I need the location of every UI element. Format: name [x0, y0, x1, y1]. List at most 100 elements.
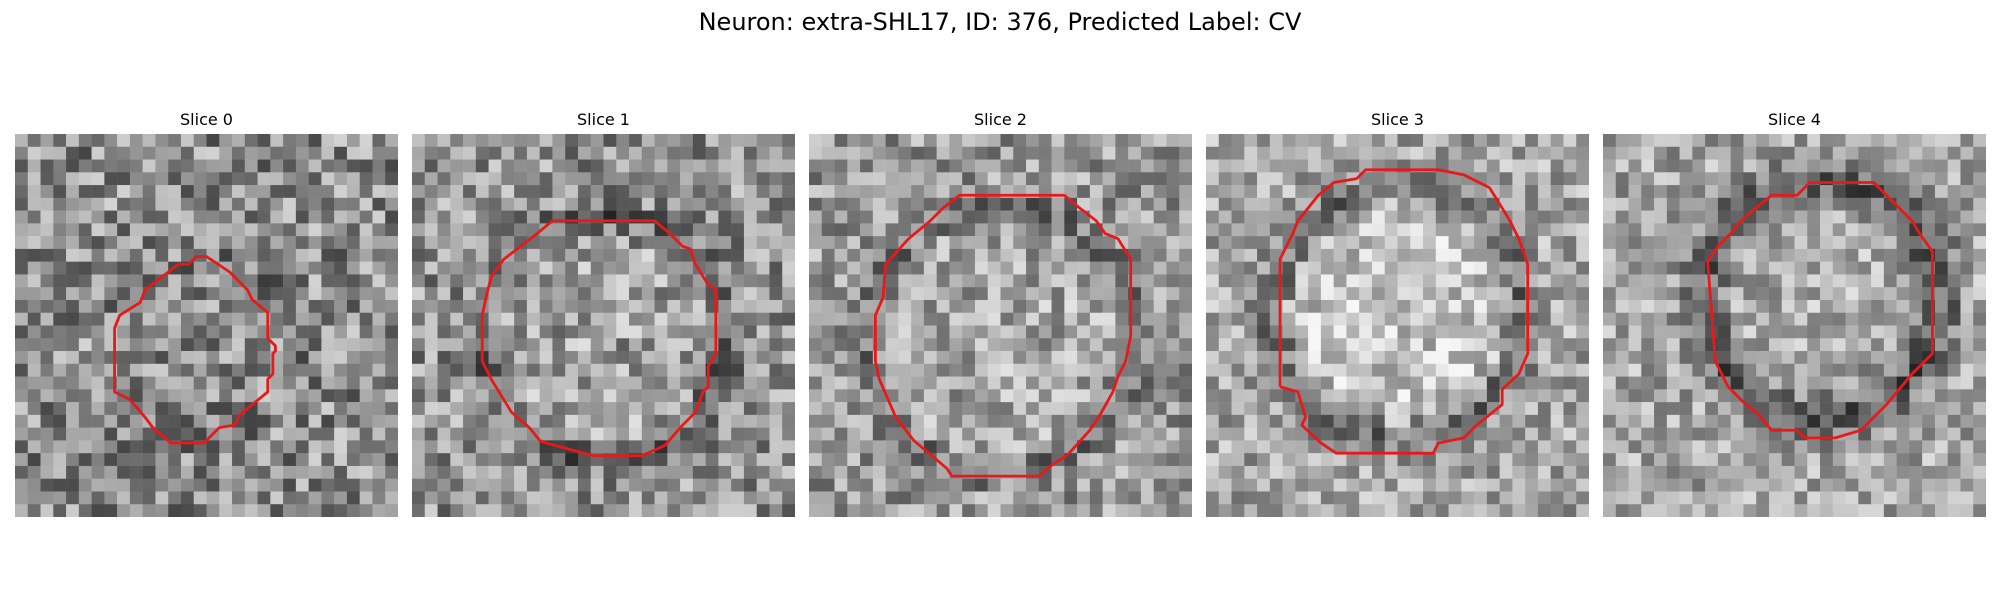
- micrograph-pixel: [206, 325, 220, 339]
- micrograph-pixel: [117, 172, 131, 186]
- micrograph-pixel: [385, 261, 398, 275]
- micrograph-pixel: [1692, 134, 1706, 148]
- micrograph-pixel: [1026, 299, 1040, 313]
- micrograph-pixel: [692, 453, 706, 467]
- micrograph-pixel: [1692, 465, 1706, 479]
- micrograph-pixel: [308, 414, 322, 428]
- micrograph-pixel: [1628, 351, 1642, 365]
- micrograph-pixel: [475, 376, 489, 390]
- micrograph-pixel: [501, 427, 515, 441]
- micrograph-pixel: [1499, 261, 1513, 275]
- micrograph-pixel: [1308, 338, 1322, 352]
- micrograph-pixel: [1206, 338, 1220, 352]
- micrograph-pixel: [488, 134, 502, 148]
- micrograph-pixel: [1166, 402, 1180, 416]
- micrograph-pixel: [1000, 134, 1014, 148]
- micrograph-pixel: [308, 453, 322, 467]
- micrograph-pixel: [1064, 363, 1078, 377]
- micrograph-pixel: [1000, 427, 1014, 441]
- micrograph-pixel: [847, 427, 861, 441]
- micrograph-pixel: [53, 402, 67, 416]
- micrograph-pixel: [1282, 299, 1296, 313]
- roi-outline: [1706, 181, 1934, 440]
- micrograph-pixel: [590, 325, 604, 339]
- micrograph-pixel: [1269, 236, 1283, 250]
- micrograph-pixel: [1384, 210, 1398, 224]
- micrograph-pixel: [412, 453, 426, 467]
- micrograph-pixel: [911, 363, 925, 377]
- micrograph-pixel: [1666, 414, 1680, 428]
- micrograph-pixel: [1922, 427, 1936, 441]
- micrograph-pixel: [1140, 261, 1154, 275]
- micrograph-pixel: [1730, 465, 1744, 479]
- micrograph-pixel: [180, 414, 194, 428]
- micrograph-pixel: [911, 236, 925, 250]
- micrograph-pixel: [834, 236, 848, 250]
- micrograph-pixel: [1909, 453, 1923, 467]
- micrograph-pixel: [1499, 236, 1513, 250]
- micrograph-pixel: [743, 427, 757, 441]
- micrograph-pixel: [1922, 185, 1936, 199]
- micrograph-pixel: [1858, 299, 1872, 313]
- micrograph-pixel: [1794, 261, 1808, 275]
- micrograph-pixel: [974, 402, 988, 416]
- micrograph-pixel: [923, 172, 937, 186]
- micrograph-pixel: [692, 312, 706, 326]
- micrograph-pixel: [782, 338, 795, 352]
- micrograph-pixel: [1077, 440, 1091, 454]
- micrograph-pixel: [1858, 491, 1872, 505]
- micrograph-pixel: [552, 287, 566, 301]
- micrograph-pixel: [15, 299, 29, 313]
- micrograph-pixel: [860, 351, 874, 365]
- micrograph-pixel: [1692, 325, 1706, 339]
- micrograph-pixel: [295, 210, 309, 224]
- micrograph-pixel: [1064, 185, 1078, 199]
- micrograph-pixel: [1140, 159, 1154, 173]
- micrograph-pixel: [219, 185, 233, 199]
- micrograph-pixel: [1768, 325, 1782, 339]
- micrograph-pixel: [1692, 402, 1706, 416]
- micrograph-pixel: [1140, 453, 1154, 467]
- micrograph-pixel: [1717, 312, 1731, 326]
- micrograph-pixel: [1384, 325, 1398, 339]
- micrograph-pixel: [692, 325, 706, 339]
- micrograph-pixel: [936, 414, 950, 428]
- micrograph-pixel: [1282, 287, 1296, 301]
- micrograph-pixel: [129, 197, 143, 211]
- micrograph-pixel: [1756, 351, 1770, 365]
- micrograph-pixel: [1166, 172, 1180, 186]
- micrograph-pixel: [1359, 325, 1373, 339]
- micrograph-pixel: [1820, 325, 1834, 339]
- micrograph-pixel: [1423, 185, 1437, 199]
- micrograph-pixel: [412, 159, 426, 173]
- micrograph-pixel: [1537, 223, 1551, 237]
- micrograph-pixel: [1397, 261, 1411, 275]
- micrograph-pixel: [1064, 465, 1078, 479]
- micrograph-pixel: [78, 440, 92, 454]
- micrograph-pixel: [1206, 223, 1220, 237]
- micrograph-pixel: [1563, 299, 1577, 313]
- micrograph-pixel: [129, 274, 143, 288]
- micrograph-pixel: [1768, 210, 1782, 224]
- micrograph-pixel: [142, 363, 156, 377]
- micrograph-pixel: [577, 389, 591, 403]
- micrograph-pixel: [180, 299, 194, 313]
- micrograph-pixel: [1089, 261, 1103, 275]
- micrograph-pixel: [1486, 338, 1500, 352]
- micrograph-pixel: [1871, 504, 1885, 517]
- micrograph-pixel: [232, 248, 246, 262]
- micrograph-pixel: [1218, 146, 1232, 160]
- micrograph-pixel: [1423, 453, 1437, 467]
- micrograph-pixel: [1423, 427, 1437, 441]
- micrograph-pixel: [911, 414, 925, 428]
- micrograph-pixel: [616, 134, 630, 148]
- micrograph-pixel: [1603, 465, 1617, 479]
- micrograph-pixel: [577, 402, 591, 416]
- micrograph-pixel: [91, 159, 105, 173]
- micrograph-pixel: [718, 491, 732, 505]
- micrograph-pixel: [911, 274, 925, 288]
- micrograph-pixel: [270, 197, 284, 211]
- micrograph-pixel: [168, 299, 182, 313]
- micrograph-pixel: [1845, 504, 1859, 517]
- micrograph-pixel: [987, 325, 1001, 339]
